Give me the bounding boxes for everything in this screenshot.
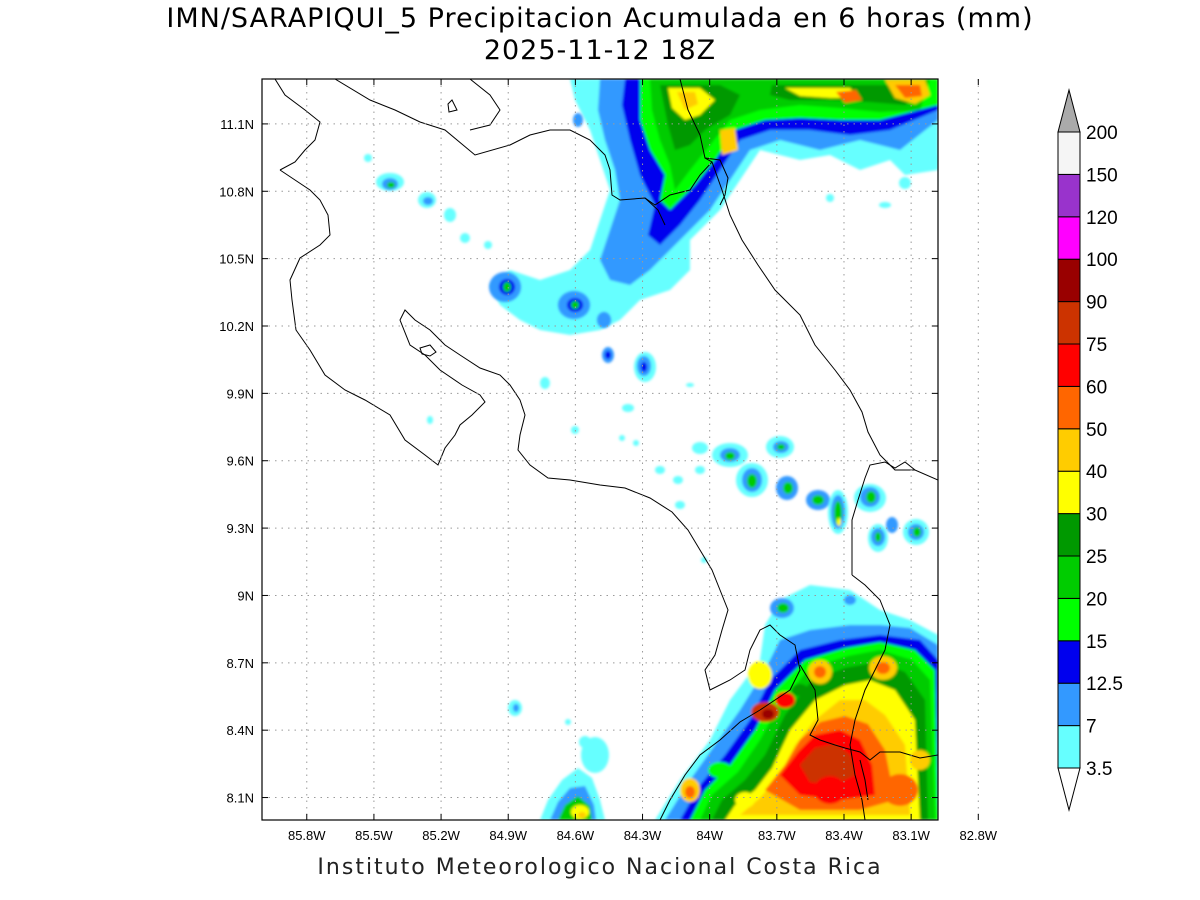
colorbar-label: 40 [1086,462,1107,483]
colorbar-label: 60 [1086,377,1107,398]
rain-cells-talamanca [619,435,929,563]
island-1 [447,99,458,113]
pacific-coast [274,79,321,171]
colorbar-segment [1057,343,1081,387]
colorbar-segment [1057,725,1081,769]
colorbar-segment [1057,470,1081,515]
lon-tick-label: 84.6W [557,828,595,843]
colorbar-label: 20 [1086,589,1107,610]
precipitation-layer [364,79,938,820]
lon-tick-label: 82.8W [960,828,998,843]
colorbar-segment [1057,428,1081,472]
rain-cells-northwest [364,113,937,434]
colorbar-top-arrow [1057,88,1081,133]
colorbar-label: 120 [1086,208,1118,229]
colorbar-segment [1057,385,1081,430]
credit-footer: Instituto Meteorologico Nacional Costa R… [317,855,883,880]
lon-tick-label: 83.1W [892,828,930,843]
lat-tick-label: 9.6N [227,454,254,469]
colorbar-segment [1057,131,1081,175]
colorbar-label: 100 [1086,250,1118,271]
rain-area-south [655,585,938,820]
nicaragua-lake-coast [334,79,666,226]
lat-tick-label: 8.4N [227,723,254,738]
colorbar-segment [1057,173,1081,218]
lat-tick-label: 11.1N [220,117,254,132]
colorbar-segment [1057,597,1081,642]
lon-tick-label: 83.7W [758,828,796,843]
lat-tick-label: 8.1N [227,791,254,806]
colorbar-label: 150 [1086,165,1118,186]
colorbar-label: 7 [1086,717,1097,738]
colorbar-label: 75 [1086,335,1107,356]
panama-border [851,461,916,575]
lat-tick-label: 8.7N [227,656,254,671]
lon-tick-label: 85.5W [355,828,393,843]
rain-cells-southwest [508,700,661,820]
panama-border-south [849,574,891,820]
colorbar-segment [1057,640,1081,684]
colorbar-label: 200 [1086,123,1118,144]
plot-frame [261,78,939,821]
colorbar-label: 90 [1086,293,1107,314]
lat-tick-label: 10.8N [219,184,254,199]
colorbar-label: 30 [1086,505,1107,526]
nicaragua-border [644,79,713,206]
colorbar-segment [1057,216,1081,260]
lat-tick-label: 9.9N [227,386,254,401]
pacific-coast-nicoya [279,169,801,820]
colorbar: 3.5 7 12.5 15 20 25 30 40 50 60 75 90 100 120 150 200 [1057,88,1123,812]
osa-peninsula [799,664,938,761]
lat-tick-label: 9N [237,588,254,603]
colorbar-label: 12.5 [1086,674,1123,695]
lon-tick-label: 85.8W [288,828,326,843]
lat-tick-label: 10.5N [219,252,254,267]
map-datetime: 2025-11-12 18Z [483,35,717,66]
colorbar-label: 50 [1086,420,1107,441]
colorbar-segment [1057,555,1081,599]
axis-ticks: 85.8W 85.5W 85.2W 84.9W 84.6W 84.3W 84W 83.7W 83… [219,79,998,843]
colorbar-label: 15 [1086,632,1107,653]
coastline-layer [274,79,938,820]
burica-coast [859,759,869,801]
map-title: IMN/SARAPIQUI_5 Precipitacion Acumulada … [166,3,1034,34]
grid-lines [262,79,979,820]
lat-tick-label: 9.3N [227,521,254,536]
caribbean-coast [711,161,938,481]
lat-tick-label: 10.2N [219,319,254,334]
lon-tick-label: 83.4W [825,828,863,843]
lon-tick-label: 84.9W [489,828,527,843]
lon-tick-label: 84W [696,828,723,843]
san-juan-river [704,157,729,206]
lon-tick-label: 85.2W [422,828,460,843]
colorbar-bottom-arrow [1057,767,1081,812]
colorbar-segment [1057,301,1081,345]
nicaragua-shore [469,79,501,131]
colorbar-segment [1057,682,1081,727]
colorbar-label: 25 [1086,547,1107,568]
rain-area-north [490,79,938,335]
lon-tick-label: 84.3W [624,828,662,843]
colorbar-label: 3.5 [1086,759,1112,780]
gulf-island [419,344,437,357]
colorbar-segment [1057,513,1081,557]
colorbar-segment [1057,258,1081,303]
